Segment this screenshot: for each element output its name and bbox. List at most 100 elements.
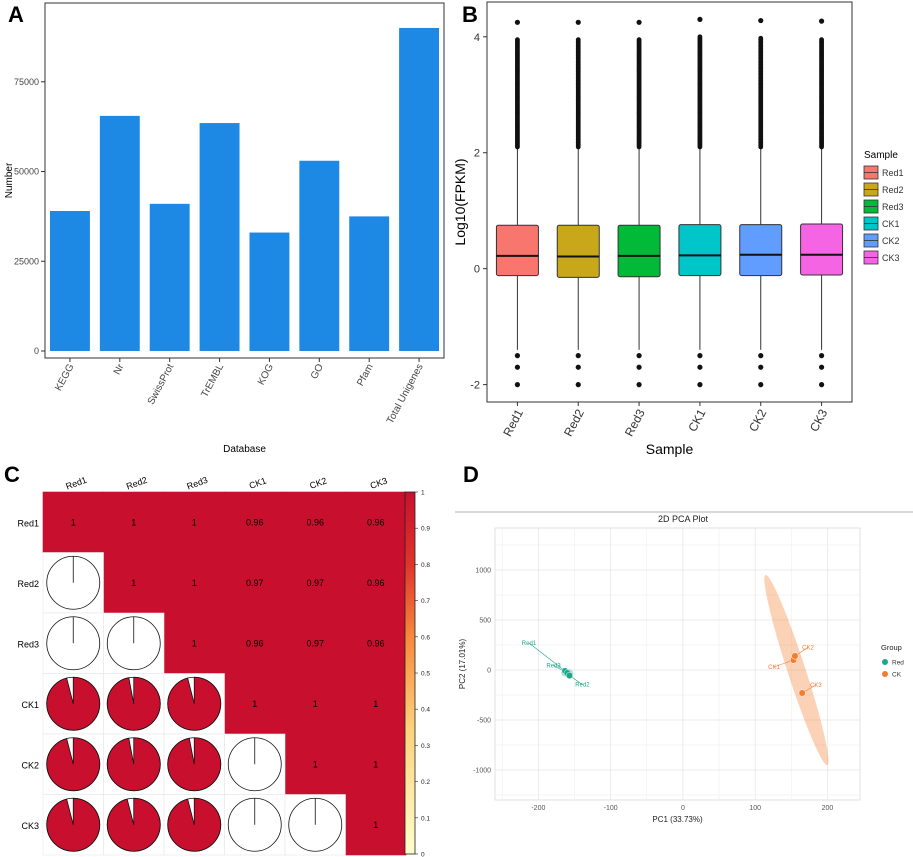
heatmap-cell [284, 552, 346, 614]
y-tick-label: 0 [474, 264, 480, 276]
x-tick-label: Total Unigenes [385, 362, 426, 426]
cell-value: 1 [252, 699, 257, 709]
heatmap-cell [42, 491, 104, 553]
bar-chart: 0 25000 50000 75000 KEGG Nr SwissProt TrEMBL KOG… [4, 2, 445, 455]
panel-label-a: A [8, 2, 24, 27]
cell-value: 1 [313, 699, 318, 709]
y-tick-label: 500 [479, 618, 491, 625]
heatmap-cell [284, 673, 346, 735]
cell-value: 1 [131, 578, 136, 588]
outlier-point [575, 353, 581, 359]
heatmap-cell [345, 733, 407, 795]
cell-value: 0.96 [367, 638, 385, 648]
x-tick-label: 0 [681, 805, 685, 812]
outlier-point [818, 364, 825, 370]
row-label: Red1 [17, 518, 39, 528]
pie-wedge [167, 797, 222, 852]
column-label: Red2 [125, 475, 149, 492]
outlier-point [697, 353, 703, 359]
pca-point-red2 [565, 671, 573, 680]
cell-value: 0.97 [306, 578, 324, 588]
heatmap-cell [224, 491, 286, 553]
y-tick-label: 4 [474, 32, 480, 44]
colorbar [404, 491, 416, 855]
legend-label: Red [892, 660, 904, 667]
colorbar-label: 0.7 [421, 598, 430, 605]
y-axis-title: PC2 (17.01%) [458, 639, 467, 690]
cell-value: 0.96 [367, 578, 385, 588]
colorbar-label: 0.3 [421, 743, 430, 750]
y-tick-label: 75000 [14, 77, 39, 87]
heatmap-cell [345, 491, 407, 553]
y-tick-label: 25000 [14, 256, 39, 266]
x-tick-label: CK2 [746, 407, 769, 434]
colorbar-label: 0.6 [421, 634, 430, 641]
cell-value: 1 [373, 759, 378, 769]
row-label: CK2 [21, 760, 39, 770]
outlier-point [818, 382, 825, 388]
column-label: CK3 [369, 475, 389, 490]
correlation-heatmap: Red1 Red2 Red3 CK1 CK2 CK3 Red1 Red2 Red3 CK1 CK2 C… [17, 475, 430, 857]
column-label: Red1 [64, 475, 88, 492]
panel-label-c: C [4, 462, 20, 487]
bar-trembl [199, 123, 240, 351]
outlier-point [758, 353, 764, 359]
bar-go [299, 160, 340, 351]
y-tick-label: 1000 [475, 568, 491, 575]
box-ck3 [800, 223, 844, 276]
colorbar-label: 0 [421, 852, 425, 857]
colorbar-label: 0.4 [421, 707, 430, 714]
heatmap-cell [345, 673, 407, 735]
outlier-point [636, 37, 642, 43]
outlier-point [697, 364, 703, 370]
colorbar-label: 0.1 [421, 815, 430, 822]
label-connector [528, 642, 566, 672]
pca-panel: 2D PCA Plot -200 -100 0 100 200 -1000 -500 0 500 1… [455, 460, 913, 857]
bar-pfam [349, 216, 390, 351]
outlier-point [758, 364, 764, 370]
row-label: Red2 [17, 579, 39, 589]
point-label: CK2 [802, 646, 814, 652]
outlier-point [636, 353, 642, 359]
pie-wedge [167, 676, 222, 731]
bar-total-unigenes [399, 27, 440, 352]
row-label: CK3 [21, 821, 39, 831]
plot-frame [486, 1, 853, 403]
cell-value: 1 [192, 638, 197, 648]
panel-label-d: D [463, 462, 479, 487]
cell-value: 1 [373, 699, 378, 709]
outlier-point [758, 382, 764, 388]
point-label: CK1 [768, 665, 780, 671]
heatmap-cell [345, 552, 407, 614]
correlation-heatmap-panel: Red1 Red2 Red3 CK1 CK2 CK3 Red1 Red2 Red3 CK1 CK2 C… [0, 460, 455, 857]
plot-title: 2D PCA Plot [658, 514, 709, 524]
cell-value: 0.96 [306, 517, 324, 527]
heatmap-cell [103, 552, 165, 614]
legend-marker [882, 671, 888, 677]
x-axis-title: Sample [646, 441, 694, 457]
x-tick-label: 100 [749, 805, 761, 812]
ck-confidence-ellipse [764, 574, 829, 766]
x-tick-label: Pfam [355, 362, 376, 388]
y-tick-label: 0 [34, 346, 39, 356]
pie-wedge [46, 797, 101, 852]
x-tick-label: SwissProt [146, 362, 177, 407]
y-tick-label: -500 [477, 718, 491, 725]
pie-wedge [46, 676, 101, 731]
box-ck2 [739, 224, 783, 277]
x-tick-label: Red3 [622, 407, 648, 439]
row-label: Red3 [17, 639, 39, 649]
heatmap-cell [224, 612, 286, 674]
pie-wedge [167, 737, 222, 792]
outlier-point [697, 34, 703, 40]
heatmap-cell [163, 491, 225, 553]
bar-nr [99, 115, 140, 352]
outlier-point [819, 37, 824, 43]
column-label: CK2 [308, 475, 328, 490]
x-tick-label: CK1 [685, 407, 708, 434]
outlier-point [575, 37, 581, 43]
legend-title: Group [881, 643, 902, 652]
heatmap-cell [224, 673, 286, 735]
legend-label: Red1 [882, 168, 904, 178]
x-tick-label: KEGG [53, 362, 76, 393]
